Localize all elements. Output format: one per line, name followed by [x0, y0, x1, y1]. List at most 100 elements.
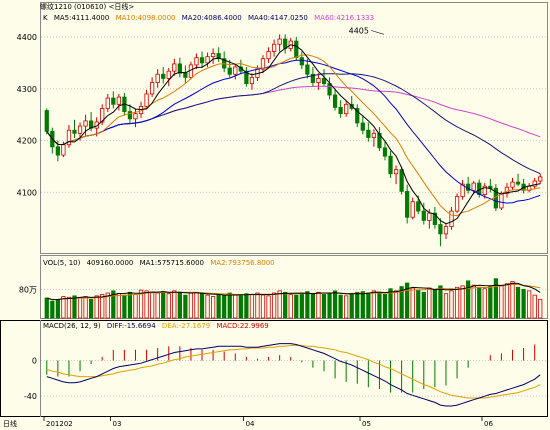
- volume-bar: [482, 288, 487, 319]
- candle-body: [299, 57, 304, 66]
- candle-body: [72, 129, 77, 134]
- volume-bar: [255, 292, 260, 319]
- volume-bar: [127, 291, 133, 319]
- volume-bar: [161, 291, 166, 319]
- candle-body: [454, 196, 460, 212]
- volume-bar: [377, 292, 382, 319]
- volume-bar: [183, 294, 188, 319]
- ma40-label: MA40:: [248, 14, 270, 22]
- volume-bar: [393, 290, 399, 319]
- volume-bar: [222, 295, 227, 319]
- dea-line: [46, 344, 541, 399]
- candle-body: [377, 132, 382, 149]
- macd-panel: [46, 343, 541, 407]
- volume-bar: [66, 296, 72, 319]
- volume-bar: [310, 293, 316, 319]
- candle-body: [166, 70, 171, 79]
- volume-bar: [94, 295, 99, 319]
- volume-bar: [233, 294, 238, 319]
- candle-body: [338, 107, 343, 115]
- ma10-line: [46, 54, 541, 217]
- volume-bar: [532, 294, 537, 319]
- candle-body: [366, 129, 371, 138]
- ma20-value: 4086.4000: [204, 14, 242, 22]
- volume-bar: [216, 294, 221, 319]
- candle-body: [443, 226, 449, 235]
- x-tick-label: 06: [484, 420, 493, 428]
- candle-body: [155, 73, 160, 83]
- price-tick-label: 4200: [17, 137, 37, 146]
- candle-body: [388, 155, 393, 175]
- candle-body: [410, 201, 415, 218]
- candle-body: [327, 83, 332, 96]
- candle-body: [532, 180, 537, 187]
- volume-bar: [438, 285, 443, 319]
- diff-value: -15.6694: [124, 322, 156, 330]
- candle-body: [427, 212, 432, 221]
- volume-bar: [283, 291, 288, 319]
- candle-body: [316, 78, 321, 83]
- volume-bar: [210, 296, 216, 319]
- ma5-label: MA5:: [54, 14, 72, 22]
- price-tick-label: 4100: [17, 188, 37, 197]
- candle-body: [294, 40, 299, 59]
- candle-body: [310, 73, 316, 83]
- volume-bar: [288, 294, 293, 319]
- volume-bar: [133, 294, 138, 319]
- volume-bar: [122, 294, 127, 319]
- volume-bar: [105, 292, 110, 319]
- candle-body: [277, 38, 282, 45]
- annotation-label: 4405: [349, 26, 369, 35]
- candle-body: [100, 108, 105, 123]
- volume-bar: [271, 292, 277, 319]
- volume-bar: [355, 291, 360, 319]
- candle-body: [127, 111, 133, 120]
- volume-bar: [521, 289, 526, 319]
- candle-body: [55, 146, 60, 156]
- x-tick-label: 03: [113, 420, 122, 428]
- candle-body: [538, 176, 543, 182]
- candle-body: [283, 38, 288, 49]
- x-tick-label: 05: [362, 420, 371, 428]
- candle-body: [371, 132, 377, 138]
- volume-bar: [405, 282, 410, 319]
- volume-bar: [166, 293, 171, 319]
- candle-body: [44, 110, 49, 132]
- candle-body: [482, 185, 487, 195]
- volume-bar: [371, 290, 377, 319]
- volume-bar: [493, 278, 498, 319]
- volume-bar: [111, 290, 116, 319]
- volume-bar: [443, 293, 449, 319]
- candle-body: [111, 97, 116, 105]
- volume-panel-frame: [40, 255, 548, 319]
- candle-body: [344, 103, 349, 115]
- volume-bar: [100, 294, 105, 319]
- candle-body: [194, 57, 199, 66]
- ma20-line: [46, 59, 541, 204]
- volume-bar: [332, 290, 338, 319]
- candle-body: [83, 120, 88, 127]
- volume-panel: [44, 278, 543, 319]
- vol-header-prefix: VOL(5, 10): [43, 259, 81, 267]
- volume-bar: [449, 290, 454, 319]
- candle-body: [471, 182, 476, 191]
- macd-legend: MACD(26, 12, 9) DIFF:-15.6694 DEA:-27.16…: [43, 322, 269, 330]
- volume-bar: [260, 294, 266, 319]
- volume-bar: [499, 285, 504, 319]
- candle-body: [416, 201, 421, 212]
- volume-bar: [266, 295, 271, 319]
- volume-bar: [194, 291, 199, 319]
- candle-body: [271, 43, 277, 52]
- candle-body: [421, 210, 426, 221]
- candle-body: [515, 181, 521, 185]
- macd-label: MACD:: [216, 322, 239, 330]
- dea-label: DEA:: [162, 322, 179, 330]
- volume-bar: [244, 293, 249, 319]
- volume-bar: [477, 286, 482, 319]
- volume-bar: [327, 292, 332, 319]
- vol-ma1-label: MA1:: [140, 259, 158, 267]
- volume-bar: [277, 290, 282, 319]
- candle-body: [355, 108, 360, 124]
- candle-body: [405, 190, 410, 218]
